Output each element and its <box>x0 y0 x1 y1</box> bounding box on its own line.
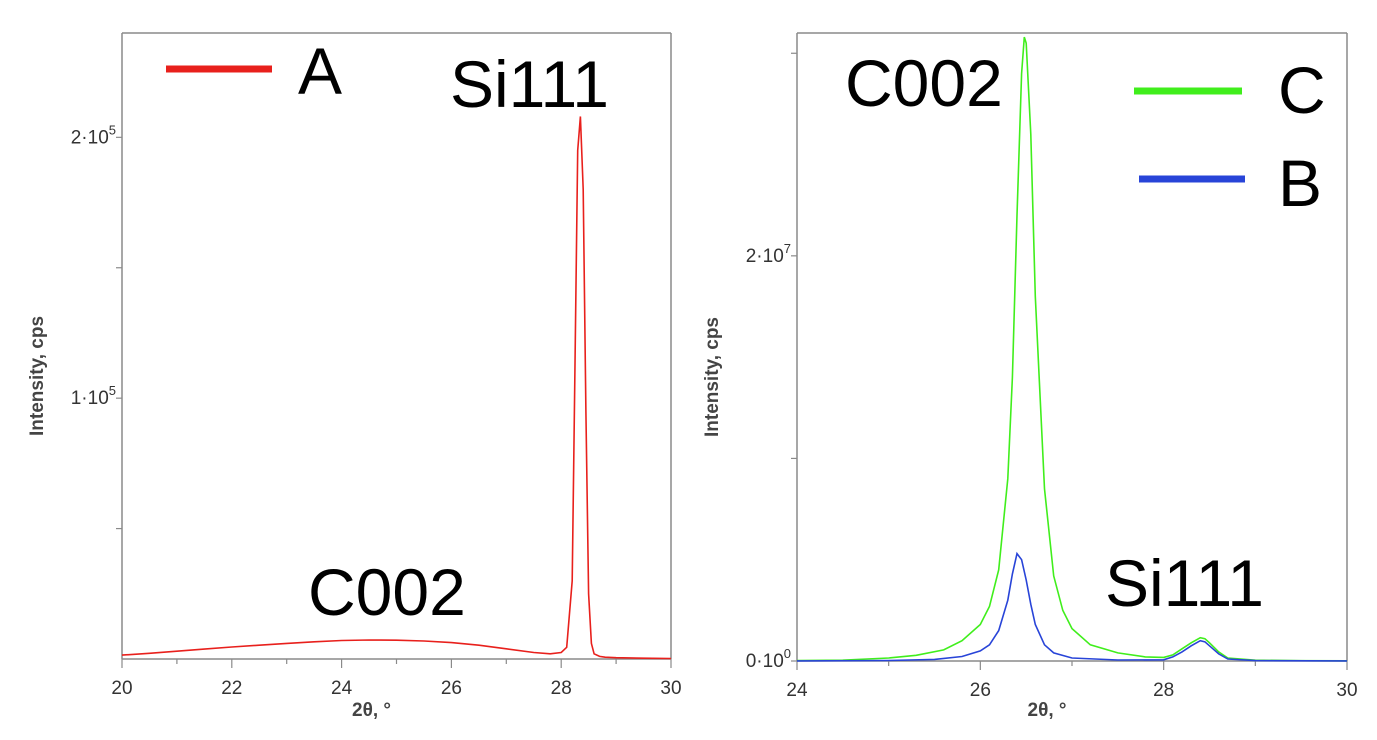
x-tick-label: 30 <box>660 678 681 699</box>
x-axis-title: 2θ, ° <box>1028 700 1067 721</box>
x-tick-label: 30 <box>1336 680 1357 701</box>
y-tick-label: 2·107 <box>746 241 791 267</box>
x-tick-label: 24 <box>331 678 353 699</box>
y-tick-label: 2·105 <box>71 122 116 148</box>
y-tick-label: 0·100 <box>746 646 791 672</box>
y-tick-label-base: 2·10 <box>746 246 784 267</box>
legend-label-b: B <box>1278 146 1322 220</box>
x-tick-label: 20 <box>111 678 132 699</box>
x-tick-label: 28 <box>551 678 572 699</box>
x-tick-label: 22 <box>221 678 242 699</box>
x-axis-title: 2θ, ° <box>352 700 391 721</box>
y-axis-title: Intensity, cps <box>27 316 48 436</box>
x-tick-label: 26 <box>441 678 462 699</box>
y-axis-title: Intensity, cps <box>702 317 723 437</box>
peak-annotation-c002: C002 <box>308 555 466 629</box>
chart-panel-bc: 24 26 28 30 0·100 2·107 2θ, ° Intensity, cps CB C… <box>702 32 1358 721</box>
y-tick-label-base: 0·10 <box>746 651 784 672</box>
series-line-a <box>121 116 672 660</box>
y-tick-label-base: 1·10 <box>71 388 109 409</box>
y-tick-label-exponent: 7 <box>784 241 791 256</box>
legend-label-c: C <box>1278 53 1326 127</box>
x-tick-label: 28 <box>1153 680 1174 701</box>
series-line-c <box>796 36 1348 662</box>
y-tick-label-base: 2·10 <box>71 127 109 148</box>
x-tick-label: 26 <box>970 680 991 701</box>
legend-label-a: A <box>298 34 342 108</box>
peak-annotation-si111: Si111 <box>1105 546 1264 620</box>
peak-annotation-si111: Si111 <box>450 47 609 121</box>
y-tick-label-exponent: 5 <box>109 383 116 398</box>
x-tick-label: 24 <box>786 680 808 701</box>
peak-annotation-c002: C002 <box>845 46 1003 120</box>
y-tick-label-exponent: 5 <box>109 122 116 137</box>
series-line-b <box>796 551 1348 662</box>
y-tick-label: 1·105 <box>71 383 116 409</box>
y-tick-label-exponent: 0 <box>784 646 791 661</box>
